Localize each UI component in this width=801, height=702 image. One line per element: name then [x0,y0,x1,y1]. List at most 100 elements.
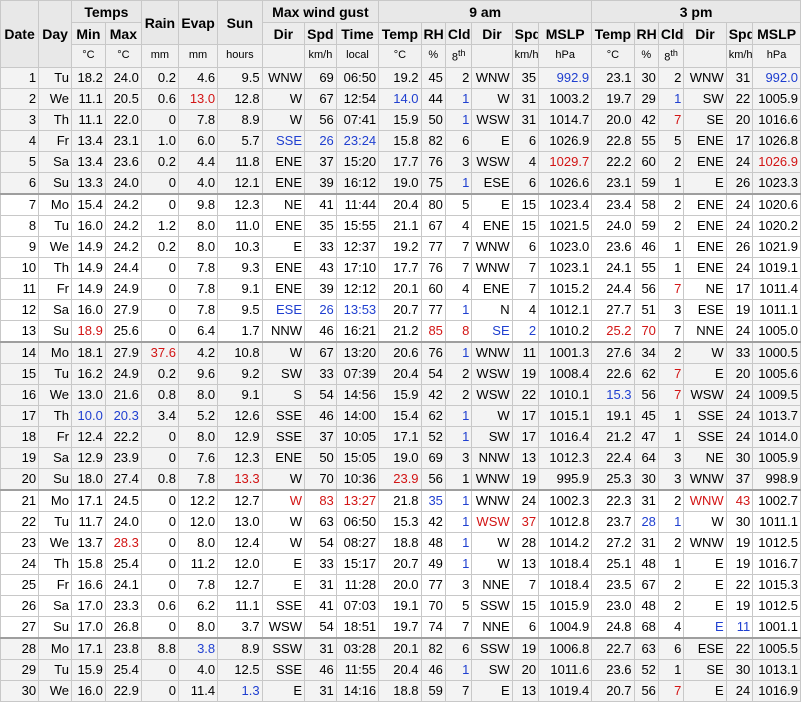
am-mslp-cell: 1015.9 [538,594,593,617]
am-cld-cell: 8 [444,319,473,343]
am-temp-cell: 15.8 [378,129,422,152]
gust-time-cell: 06:50 [335,66,380,89]
sun-cell: 12.0 [217,552,263,575]
am-spd-cell: 2 [511,319,540,343]
pm-rh-cell: 56 [633,383,659,406]
am-rh-cell: 44 [420,87,446,110]
pm-dir-cell: E [683,552,727,575]
pm-temp-cell: 24.1 [591,256,635,279]
unit-max: °C [104,44,142,68]
am-spd-cell: 6 [511,615,540,639]
pm-dir-cell: SE [683,658,727,681]
day-cell: Fr [38,129,72,152]
pm-cld-cell: 3 [657,298,685,321]
evap-cell: 3.8 [177,636,219,660]
date-cell: 23 [0,531,40,554]
max-temp-cell: 24.1 [104,573,142,596]
day-cell: Su [38,319,72,343]
rain-cell: 0 [140,446,179,469]
am-rh-cell: 52 [420,425,446,448]
day-cell: Su [38,467,72,491]
date-cell: 13 [0,319,40,343]
pm-cld-cell: 6 [657,636,685,660]
pm-cld-cell: 1 [657,87,685,110]
table-row: 22 Tu 11.7 24.0 0 12.0 13.0 W 63 06:50 15.3 42 1 WSW 3… [0,510,801,533]
am-rh-cell: 75 [420,171,446,195]
day-cell: We [38,87,72,110]
unit-pm-dir [683,44,727,68]
pm-cld-cell: 2 [657,340,685,364]
pm-mslp-cell: 1026.9 [752,150,801,173]
am-mslp-cell: 1010.1 [538,383,593,406]
am-rh-cell: 77 [420,573,446,596]
am-mslp-cell: 1018.4 [538,573,593,596]
am-dir-cell: E [471,192,513,216]
pm-cld-cell: 7 [657,277,685,300]
pm-mslp-cell: 1005.5 [752,636,801,660]
pm-dir-cell: ENE [683,150,727,173]
unit-evap: mm [177,44,219,68]
am-temp-cell: 19.0 [378,446,422,469]
sun-cell: 11.1 [217,594,263,617]
am-dir-cell: WNW [471,488,513,512]
unit-pm-cld: 8th [657,44,685,68]
pm-temp-cell: 24.4 [591,277,635,300]
rain-cell: 0 [140,488,179,512]
pm-cld-cell: 1 [657,510,685,533]
am-mslp-cell: 1015.1 [538,404,593,427]
temps-header: Temps [70,0,142,23]
am-cld-cell: 7 [444,235,473,258]
rain-cell: 0 [140,425,179,448]
am-mslp-cell: 1006.8 [538,636,593,660]
max-temp-cell: 24.9 [104,277,142,300]
gust-time-cell: 12:54 [335,87,380,110]
pm-rh-cell: 48 [633,552,659,575]
max-temp-cell: 23.1 [104,129,142,152]
day-cell: Tu [38,66,72,89]
am-mslp-cell: 1026.6 [538,171,593,195]
max-temp-cell: 24.0 [104,171,142,195]
table-row: 23 We 13.7 28.3 0 8.0 12.4 W 54 08:27 18.8 48 1 W 28 10… [0,531,801,554]
max-temp-cell: 28.3 [104,531,142,554]
pm-temp-cell: 23.7 [591,510,635,533]
pm-mslp-cell: 1016.7 [752,552,801,575]
am-spd-cell: 19 [511,467,540,491]
day-cell: Tu [38,658,72,681]
pm-mslp-cell: 1020.6 [752,192,801,216]
am-rh-cell: 45 [420,66,446,89]
am-mslp-cell: 995.9 [538,467,593,491]
day-cell: Fr [38,277,72,300]
table-body: 1 Tu 18.2 24.0 0.2 4.6 9.5 WNW 69 06:50 19.2 45 2 WNW… [0,66,801,702]
date-cell: 19 [0,446,40,469]
gust-time-cell: 15:05 [335,446,380,469]
min-temp-cell: 11.1 [70,87,106,110]
pm-temp-cell: 24.8 [591,615,635,639]
unit-pm-cld-8: 8 [664,51,671,64]
sun-cell: 3.7 [217,615,263,639]
am-dir-cell: WNW [471,340,513,364]
pm-temp-cell: 19.1 [591,404,635,427]
gust-time-cell: 14:56 [335,383,380,406]
gust-time-cell: 13:27 [335,488,380,512]
am-temp-header: Temp [378,22,422,45]
day-cell: Tu [38,362,72,385]
table-row: 17 Th 10.0 20.3 3.4 5.2 12.6 SSE 46 14:00 15.4 62 1 W… [0,404,801,427]
evap-cell: 12.2 [177,488,219,512]
am-rh-cell: 74 [420,615,446,639]
pm-cld-cell: 1 [657,171,685,195]
date-cell: 9 [0,235,40,258]
am-dir-cell: WSW [471,362,513,385]
pm-dir-cell: ESE [683,298,727,321]
am-temp-cell: 15.4 [378,404,422,427]
am-temp-cell: 17.7 [378,150,422,173]
am-cld-cell: 2 [444,362,473,385]
pm-dir-cell: NNE [683,319,727,343]
sun-cell: 12.3 [217,192,263,216]
am-dir-cell: SW [471,658,513,681]
pm-rh-cell: 63 [633,636,659,660]
pm-mslp-cell: 1013.1 [752,658,801,681]
sun-cell: 9.5 [217,298,263,321]
am-spd-cell: 19 [511,362,540,385]
gust-dir-cell: W [261,467,306,491]
gust-spd-cell: 54 [304,531,337,554]
